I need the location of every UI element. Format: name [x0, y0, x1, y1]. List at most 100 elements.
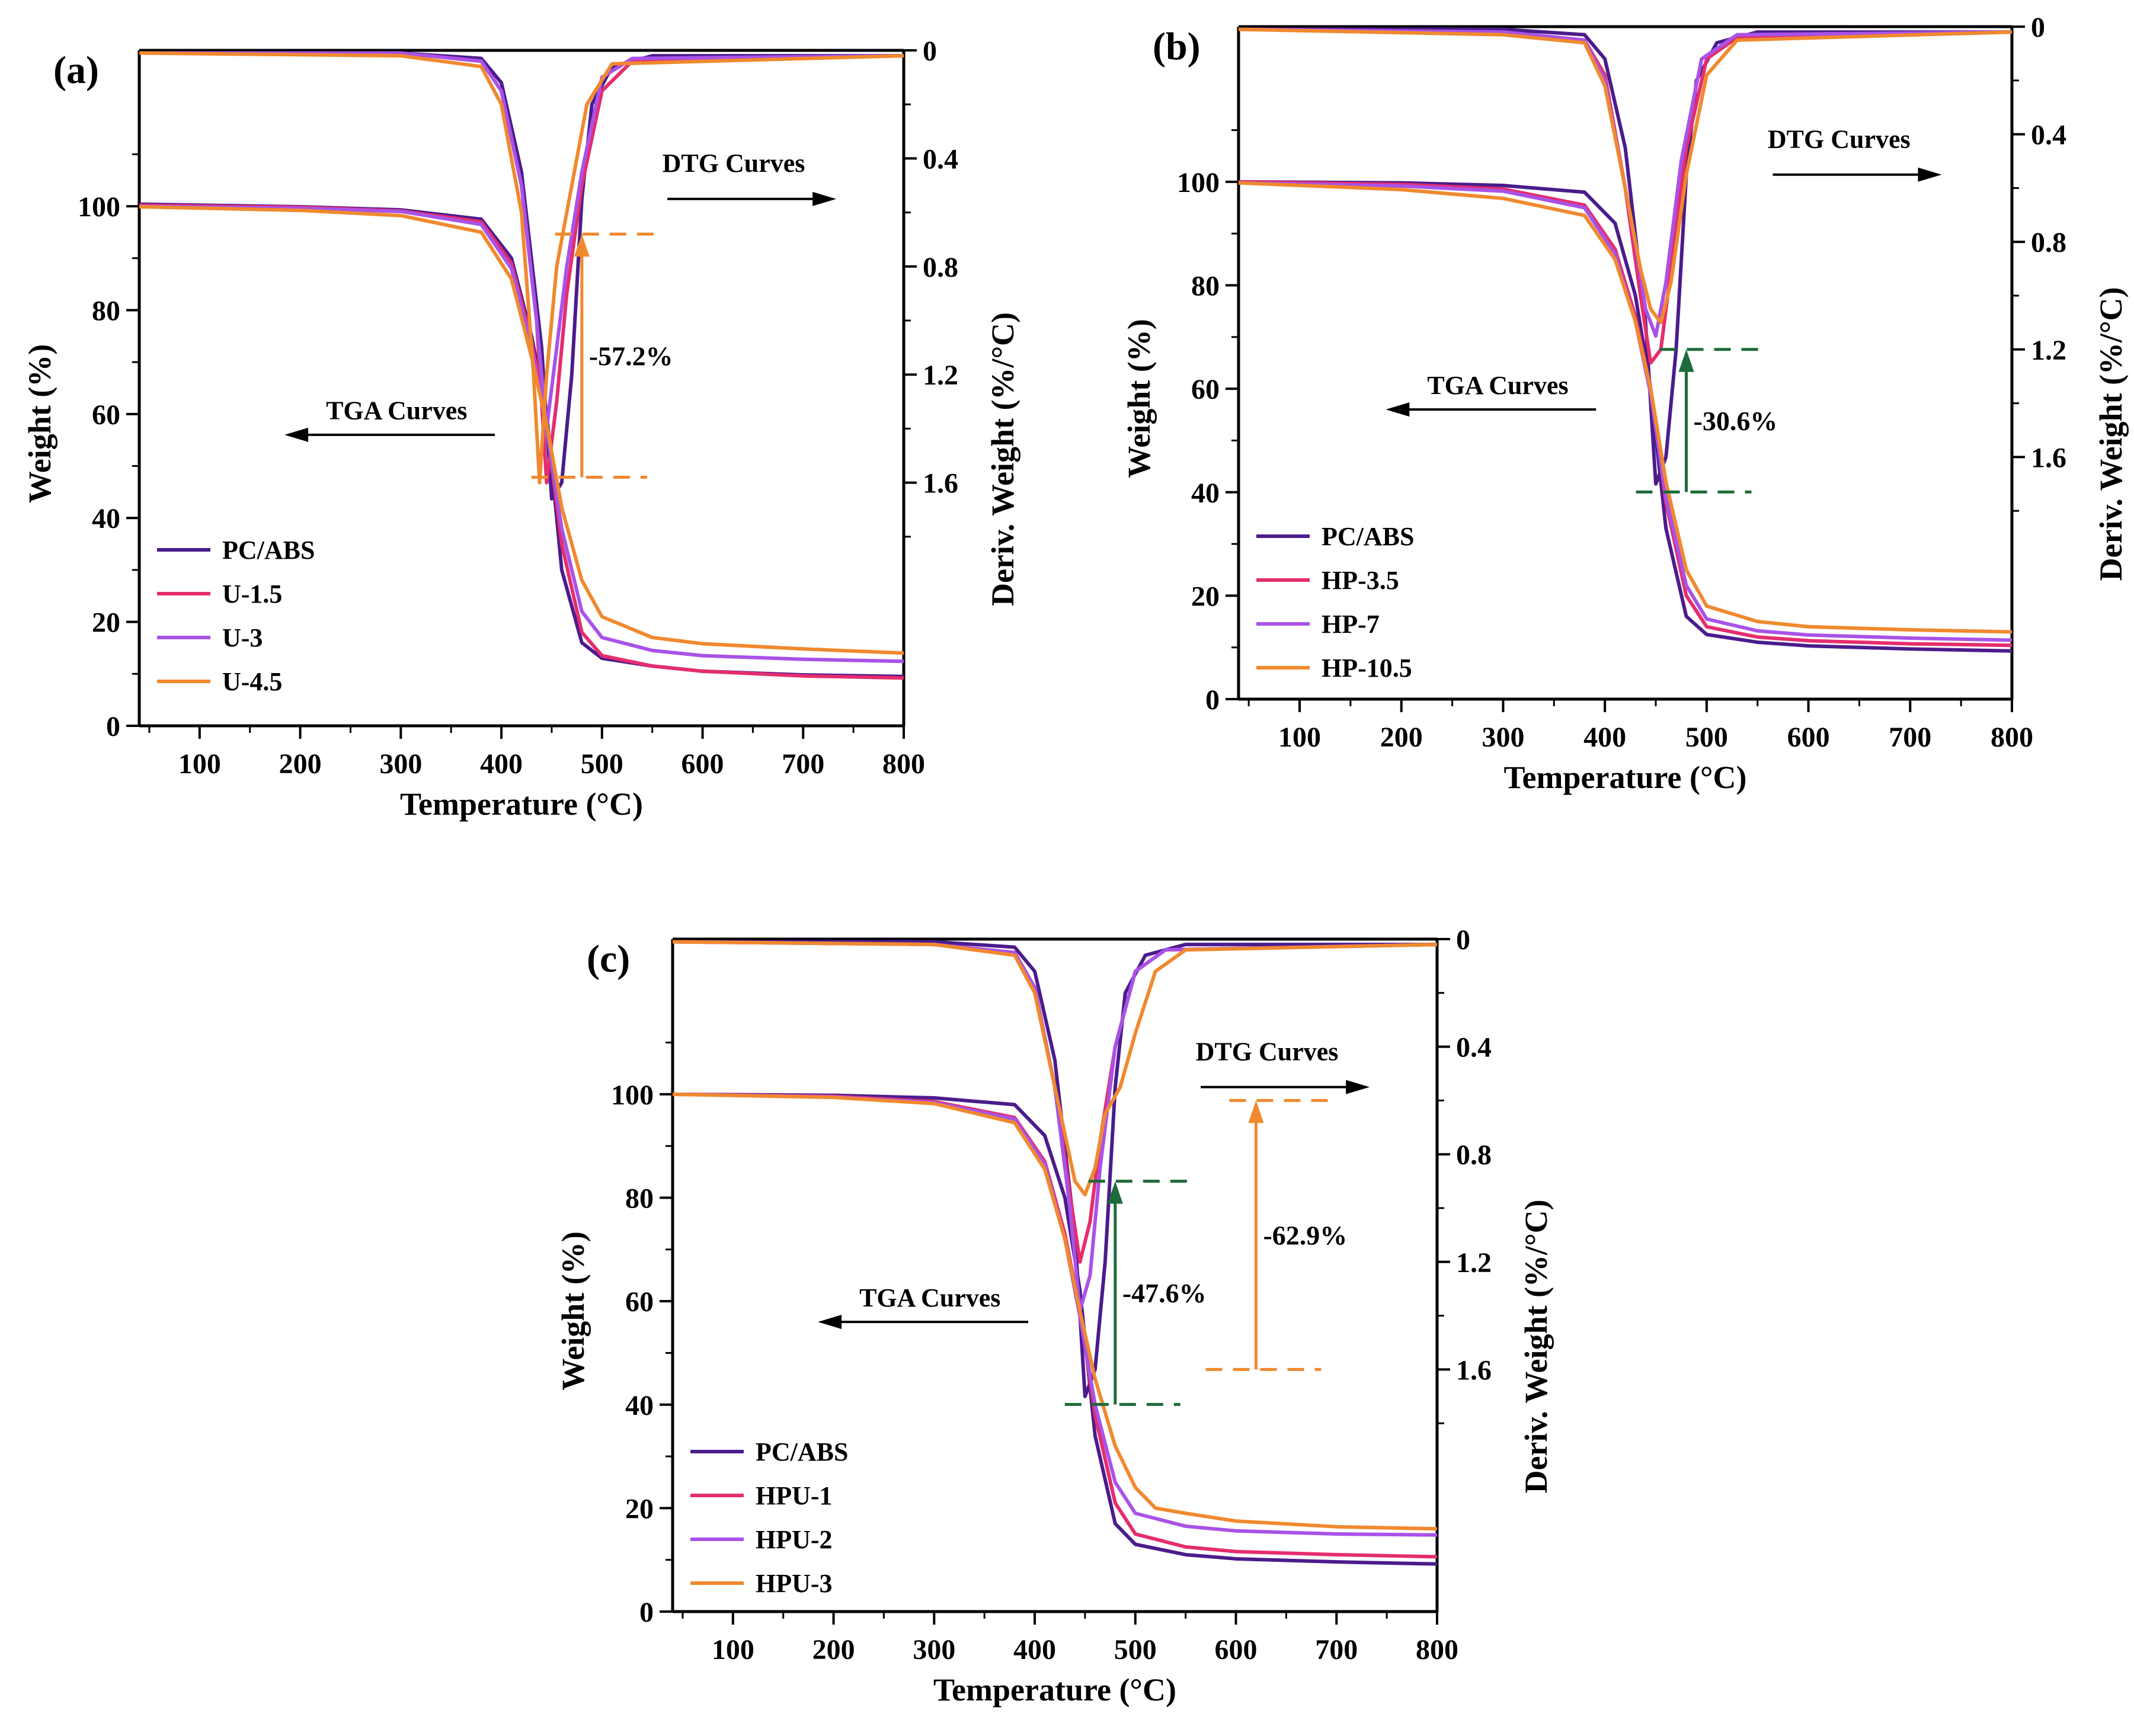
dtg-series-line-0: [139, 51, 904, 501]
y2-tick-label: 0: [923, 36, 937, 67]
y2-tick-label: 0: [2031, 12, 2045, 43]
dtg-series-line-3: [1238, 27, 2013, 325]
y-axis-title: Weight (%): [1121, 319, 1157, 478]
chart-panel-1: 100 200 300 400 500 600 700 800 0 20 40 60 80 100 0 0.4…: [1121, 12, 2129, 795]
tga-series-line-3: [1238, 181, 2013, 634]
legend-label: U-3: [222, 623, 263, 652]
dtg-curves-label: DTG Curves: [663, 149, 805, 178]
legend-label: HP-7: [1322, 610, 1380, 639]
panel-label: (a): [53, 49, 99, 92]
dtg-curves-label: DTG Curves: [1196, 1037, 1339, 1066]
y-tick-label: 80: [92, 295, 120, 326]
tga-curves-label: TGA Curves: [859, 1283, 1000, 1312]
y-tick-label: 100: [78, 191, 120, 223]
tga-arrow-head: [284, 427, 309, 442]
legend-label: U-4.5: [222, 667, 282, 696]
y-tick-label: 80: [1191, 271, 1220, 302]
tga-series-line-2: [672, 1092, 1438, 1537]
dtg-series-line-1: [139, 51, 904, 485]
tga-curves-label: TGA Curves: [326, 396, 467, 425]
x-tick-label: 200: [279, 748, 322, 780]
chart-panel-2: 100 200 300 400 500 600 700 800 0 20 40 60 80 100 0 0.4…: [555, 924, 1554, 1708]
legend-label: HPU-2: [756, 1525, 833, 1554]
panel-label: (c): [587, 937, 630, 981]
y2-tick-label: 0.4: [923, 143, 958, 175]
y2-tick-label: 0.4: [2031, 120, 2066, 151]
legend-label: HP-3.5: [1322, 566, 1399, 595]
y-tick-label: 80: [625, 1183, 654, 1215]
chart-panel-0: 100 200 300 400 500 600 700 800 0 20 40 60 80 100 0 0.4…: [22, 36, 1020, 822]
x-tick-label: 600: [1215, 1634, 1258, 1665]
y2-tick-label: 0.8: [923, 252, 958, 283]
x-tick-label: 600: [682, 748, 724, 780]
y2-axis-title: Deriv. Weight (%/°C): [2093, 287, 2129, 581]
x-tick-label: 200: [1380, 722, 1423, 753]
y-tick-label: 100: [1177, 167, 1220, 198]
x-tick-label: 200: [812, 1634, 855, 1665]
y-axis-title: Weight (%): [22, 344, 57, 503]
legend-label: PC/ABS: [1322, 522, 1414, 551]
x-tick-label: 500: [1685, 722, 1728, 753]
x-axis-title: Temperature (°C): [400, 786, 643, 822]
x-tick-label: 600: [1787, 722, 1830, 753]
tga-series-line-2: [139, 204, 904, 664]
y-tick-label: 0: [106, 711, 120, 742]
drop-percent-label: -62.9%: [1263, 1220, 1347, 1250]
y-tick-label: 40: [1191, 478, 1220, 509]
y2-tick-label: 0.8: [2031, 227, 2066, 258]
x-tick-label: 300: [1482, 722, 1524, 753]
y-tick-label: 40: [92, 503, 120, 534]
x-tick-label: 800: [1416, 1634, 1458, 1665]
y2-tick-label: 1.2: [2031, 335, 2066, 366]
x-tick-label: 500: [581, 748, 623, 780]
y2-tick-label: 0.8: [1456, 1139, 1492, 1171]
x-tick-label: 400: [1013, 1634, 1056, 1665]
y-tick-label: 20: [1191, 581, 1220, 612]
legend-label: PC/ABS: [222, 536, 315, 565]
y2-tick-label: 0: [1456, 924, 1470, 956]
y-axis-title: Weight (%): [555, 1231, 591, 1390]
x-tick-label: 700: [782, 748, 824, 780]
dtg-series-line-2: [672, 940, 1438, 1312]
dtg-series-line-3: [139, 51, 904, 485]
legend-label: HP-10.5: [1322, 654, 1412, 683]
tga-series-line-3: [139, 204, 904, 655]
drop-arrow-head: [1107, 1181, 1123, 1204]
x-tick-label: 100: [1278, 722, 1321, 753]
tga-arrow-head: [1386, 402, 1410, 417]
tga-arrow-head: [818, 1315, 842, 1330]
legend-label: PC/ABS: [756, 1437, 848, 1466]
tga-series-line-3: [672, 1092, 1438, 1531]
y2-tick-label: 1.2: [1456, 1247, 1492, 1279]
x-tick-label: 700: [1889, 722, 1931, 753]
x-tick-label: 100: [178, 748, 221, 780]
legend-label: HPU-3: [756, 1569, 833, 1598]
dtg-series-line-2: [1238, 27, 2013, 338]
y2-tick-label: 1.6: [2031, 442, 2066, 473]
x-tick-label: 400: [480, 748, 523, 780]
y2-axis-title: Deriv. Weight (%/°C): [985, 312, 1020, 606]
y2-axis-title: Deriv. Weight (%/°C): [1518, 1199, 1554, 1493]
dtg-curves-label: DTG Curves: [1768, 124, 1911, 153]
x-tick-label: 800: [882, 748, 925, 780]
drop-arrow-head: [574, 234, 590, 257]
x-tick-label: 500: [1114, 1634, 1157, 1665]
y2-tick-label: 1.6: [1456, 1354, 1492, 1386]
drop-percent-label: -57.2%: [589, 341, 673, 371]
x-tick-label: 300: [913, 1634, 955, 1665]
y-tick-label: 0: [639, 1597, 654, 1628]
x-tick-label: 400: [1583, 722, 1626, 753]
drop-percent-label: -30.6%: [1694, 406, 1778, 436]
dtg-arrow-head: [812, 191, 837, 206]
drop-percent-label: -47.6%: [1122, 1278, 1207, 1308]
legend-label: U-1.5: [222, 579, 282, 608]
y-tick-label: 0: [1205, 684, 1220, 716]
y-tick-label: 60: [625, 1286, 654, 1318]
x-axis-title: Temperature (°C): [933, 1672, 1176, 1708]
y-tick-label: 60: [92, 399, 120, 431]
y2-tick-label: 0.4: [1456, 1032, 1492, 1064]
y-tick-label: 60: [1191, 374, 1220, 405]
y-tick-label: 20: [92, 607, 120, 639]
x-tick-label: 300: [379, 748, 422, 780]
